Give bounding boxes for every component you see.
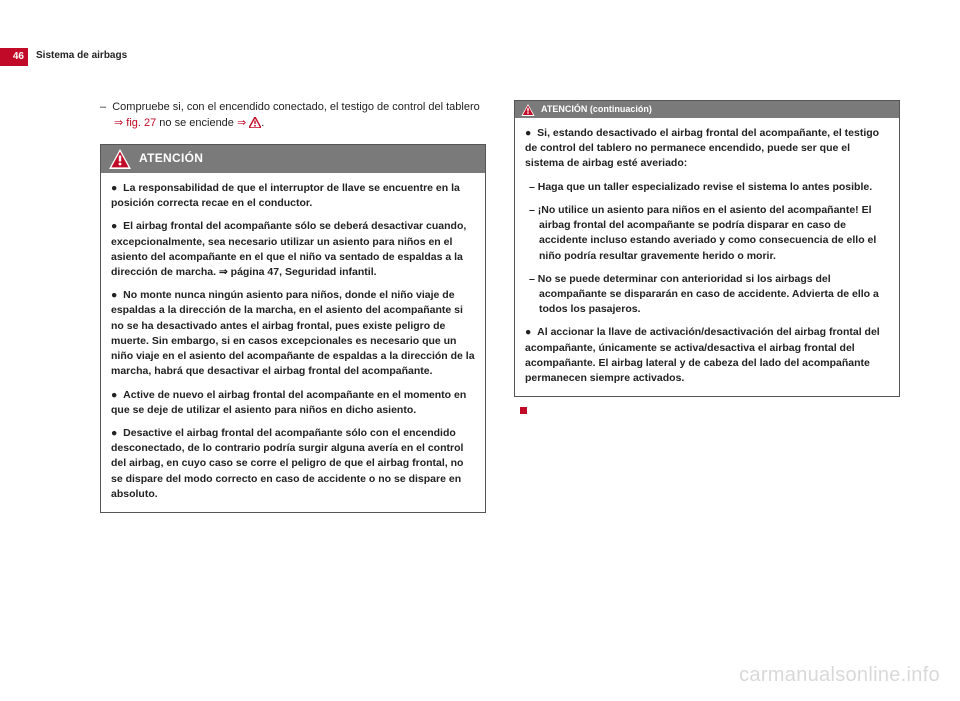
intro-xref-arrow: ⇒ [237, 117, 249, 129]
running-head: Sistema de airbags [36, 50, 127, 61]
warn-p4: ● Active de nuevo el airbag frontal del … [111, 388, 475, 418]
column-right: ATENCIÓN (continuación) ● Si, estando de… [514, 100, 900, 521]
warning-triangle-icon [249, 117, 261, 128]
warning-title-cont: ATENCIÓN (continuación) [541, 103, 652, 116]
intro-mid: no se enciende [156, 117, 237, 129]
warning-box-cont-header: ATENCIÓN (continuación) [515, 101, 899, 118]
warn2-s2: – ¡No utilice un asiento para niños en e… [539, 203, 889, 264]
page-number-tab: 46 [0, 48, 28, 66]
warn2-p1: ● Si, estando desactivado el airbag fron… [525, 126, 889, 172]
warning-box: ATENCIÓN ● La responsabilidad de que el … [100, 144, 486, 513]
column-left: – Compruebe si, con el encendido conecta… [100, 100, 486, 521]
end-of-section-icon [520, 407, 527, 414]
warning-body: ● La responsabilidad de que el interrupt… [101, 173, 485, 512]
warn-p2: ● El airbag frontal del acompañante sólo… [111, 219, 475, 280]
watermark: carmanualsonline.info [739, 664, 940, 687]
intro-line: – Compruebe si, con el encendido conecta… [114, 100, 486, 132]
warn-p3: ● No monte nunca ningún asiento para niñ… [111, 288, 475, 379]
warning-box-cont: ATENCIÓN (continuación) ● Si, estando de… [514, 100, 900, 397]
warning-title: ATENCIÓN [139, 150, 203, 167]
warn2-p2: ● Al accionar la llave de activación/des… [525, 325, 889, 386]
warn-p5: ● Desactive el airbag frontal del acompa… [111, 426, 475, 502]
warn-p1: ● La responsabilidad de que el interrupt… [111, 181, 475, 211]
warn2-s3: – No se puede determinar con anteriorida… [539, 272, 889, 318]
warn2-s1: – Haga que un taller especializado revis… [539, 180, 889, 195]
warning-body-cont: ● Si, estando desactivado el airbag fron… [515, 118, 899, 396]
intro-xref-fig: ⇒ fig. 27 [114, 117, 156, 129]
warning-box-header: ATENCIÓN [101, 145, 485, 173]
intro-suffix: . [261, 117, 264, 129]
content-columns: – Compruebe si, con el encendido conecta… [100, 100, 900, 521]
warning-icon [109, 149, 131, 169]
warning-icon [521, 104, 535, 116]
intro-prefix: – Compruebe si, con el encendido conecta… [100, 101, 480, 113]
